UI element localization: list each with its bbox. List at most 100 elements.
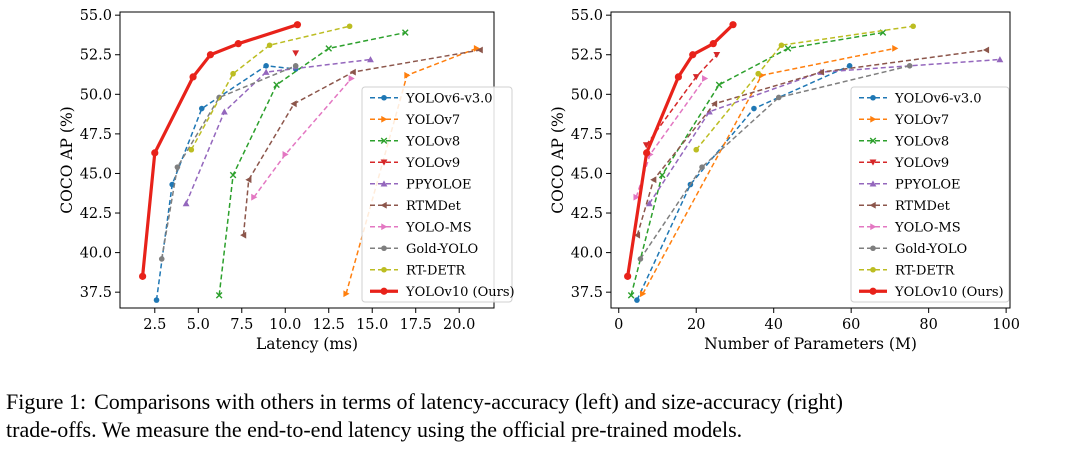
data-point-yolov6-v3-0 <box>846 63 853 69</box>
legend-label: YOLO-MS <box>894 220 961 235</box>
series-ppyoloe <box>182 56 374 207</box>
data-point-rt-detr <box>910 23 916 30</box>
x-tick-label: 7.5 <box>230 317 253 333</box>
legend-label: PPYOLOE <box>895 177 961 192</box>
legend-marker <box>381 94 387 101</box>
legend-marker <box>380 180 388 187</box>
series-line-ppyoloe <box>185 58 371 204</box>
legend-label: YOLOv8 <box>405 134 460 149</box>
legend-marker <box>381 223 388 231</box>
legend-item-gold-yolo: Gold-YOLO <box>370 242 478 257</box>
series-rt-detr <box>188 23 353 153</box>
data-point-rt-detr <box>693 146 700 153</box>
legend-item-yolov6-v3-0: YOLOv6-v3.0 <box>370 91 493 106</box>
x-tick-label: 20.0 <box>443 317 475 333</box>
data-point-yolov7 <box>640 290 647 298</box>
data-point-yolov10-ours <box>189 73 197 81</box>
data-point-gold-yolo <box>292 63 299 69</box>
data-point-yolov10-ours <box>729 21 737 29</box>
legend-item-rt-detr: RT-DETR <box>370 263 467 278</box>
legend-item-yolov9: YOLOv9 <box>370 156 460 171</box>
x-tick-label: 20 <box>687 317 705 333</box>
legend-item-ppyoloe: PPYOLOE <box>859 177 961 192</box>
x-tick-label: 12.5 <box>313 317 345 333</box>
legend-label: RT-DETR <box>406 263 467 278</box>
data-point-ppyoloe <box>220 108 228 115</box>
legend-marker <box>380 287 388 295</box>
data-point-rt-detr <box>266 42 273 49</box>
legend-box <box>850 86 1010 303</box>
series-yolo-ms <box>251 75 355 201</box>
series-rtmdet <box>240 46 483 239</box>
figure-caption: Figure 1: Comparisons with others in term… <box>6 388 1076 444</box>
data-point-yolov8 <box>273 81 280 89</box>
legend-label: YOLOv6-v3.0 <box>405 91 493 106</box>
y-tick-label: 47.5 <box>571 127 603 143</box>
data-point-yolov8 <box>627 292 635 299</box>
legend-marker <box>869 159 877 166</box>
data-point-rt-detr <box>755 70 762 77</box>
data-point-yolov7 <box>343 290 350 298</box>
x-axis-label: Latency (ms) <box>256 335 358 353</box>
legend-marker <box>870 245 876 252</box>
x-tick-label: 15.0 <box>356 317 388 333</box>
data-point-yolov9 <box>292 50 300 57</box>
y-tick-label: 42.5 <box>571 206 603 222</box>
series-line-ppyoloe <box>648 58 1000 204</box>
series-gold-yolo <box>637 63 913 262</box>
series-yolov9 <box>642 52 721 149</box>
series-line-yolo-ms <box>253 78 352 198</box>
data-point-yolov10-ours <box>709 40 717 48</box>
series-line-yolov6-v3-0 <box>636 65 850 301</box>
data-point-yolo-ms <box>633 193 640 201</box>
x-tick-label: 60 <box>842 317 860 333</box>
data-point-yolov8 <box>658 171 666 179</box>
legend: YOLOv6-v3.0 YOLOv7 YOLOv8 YOLOv9 PPYOLOE RTMD… <box>850 86 1010 303</box>
data-point-rt-detr <box>346 23 353 30</box>
data-point-rtmdet <box>711 100 718 108</box>
data-point-gold-yolo <box>906 63 913 69</box>
series-line-gold-yolo <box>639 65 910 260</box>
series-gold-yolo <box>158 63 299 262</box>
y-tick-label: 52.5 <box>80 48 112 64</box>
legend-marker <box>869 137 877 145</box>
legend-item-rt-detr: RT-DETR <box>859 263 956 278</box>
legend-label: YOLOv7 <box>405 113 460 128</box>
latency-accuracy-chart: 2.5 5.0 7.5 10.0 12.5 15.0 17.5 20.0 37.5 40.0 42.… <box>58 8 515 353</box>
series-line-yolov10-ours <box>141 23 298 277</box>
data-point-gold-yolo <box>216 94 222 101</box>
data-point-rtmdet <box>633 231 641 239</box>
legend-marker <box>380 159 388 166</box>
data-point-rtmdet <box>349 68 356 76</box>
y-tick-label: 40.0 <box>80 246 112 262</box>
data-point-gold-yolo <box>699 164 705 170</box>
legend-marker <box>381 266 387 273</box>
data-point-yolov6-v3-0 <box>751 105 757 112</box>
legend-box <box>361 86 513 303</box>
legend-marker <box>380 201 387 209</box>
x-tick-label: 10.0 <box>269 317 301 333</box>
data-point-gold-yolo <box>775 94 782 101</box>
legend-label: PPYOLOE <box>406 177 472 192</box>
data-point-yolov10-ours <box>643 149 651 157</box>
legend-label: YOLO-MS <box>405 220 472 235</box>
legend-label: Gold-YOLO <box>895 242 967 257</box>
data-point-rt-detr <box>778 42 785 49</box>
data-point-yolov7 <box>404 71 411 79</box>
y-tick-label: 55.0 <box>80 8 112 24</box>
series-line-rt-detr <box>190 25 350 151</box>
data-point-yolov8 <box>229 171 237 179</box>
legend-item-yolov7: YOLOv7 <box>859 113 949 128</box>
caption-line-2: trade-offs. We measure the end-to-end la… <box>6 417 743 442</box>
legend-marker <box>870 94 876 101</box>
data-point-yolov7 <box>473 45 481 52</box>
data-point-yolo-ms <box>282 151 289 158</box>
data-point-yolov10-ours <box>293 21 302 29</box>
data-point-yolov7 <box>892 45 899 52</box>
data-point-gold-yolo <box>637 256 644 262</box>
series-yolov8 <box>215 29 409 299</box>
data-point-yolov9 <box>713 52 721 59</box>
data-point-ppyoloe <box>367 56 374 63</box>
data-point-rt-detr <box>230 70 236 77</box>
data-point-yolov10-ours <box>151 149 159 157</box>
